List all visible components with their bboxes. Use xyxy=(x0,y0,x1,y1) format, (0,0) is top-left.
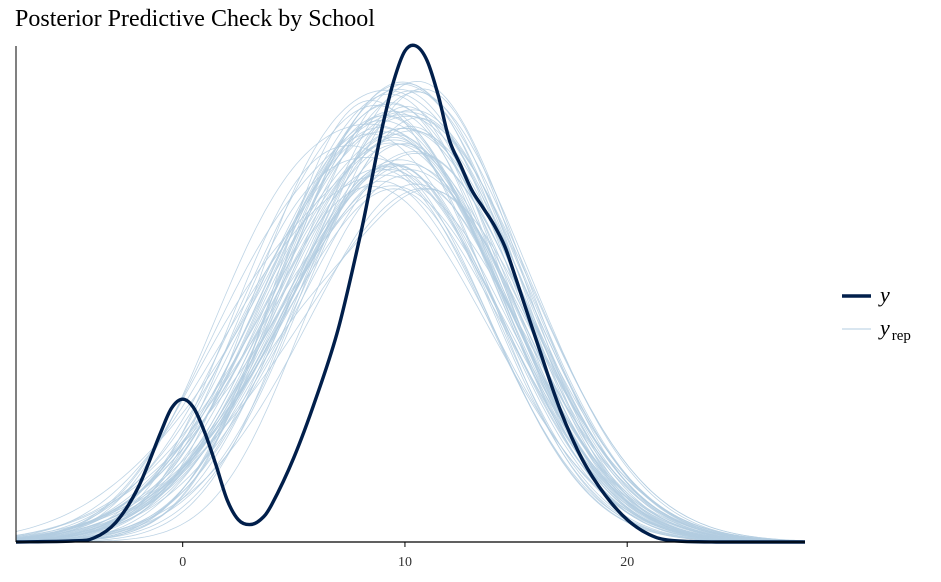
yrep-line xyxy=(16,88,803,543)
yrep-series-group xyxy=(15,80,803,543)
yrep-line xyxy=(15,151,803,542)
chart-title: Posterior Predictive Check by School xyxy=(15,6,375,32)
yrep-line xyxy=(15,127,803,542)
yrep-line xyxy=(15,88,803,543)
yrep-line xyxy=(15,90,803,542)
yrep-line xyxy=(15,163,803,543)
yrep-line xyxy=(15,134,803,543)
yrep-line xyxy=(15,166,803,543)
yrep-line xyxy=(15,168,803,543)
yrep-line xyxy=(16,188,803,543)
y-line xyxy=(15,43,805,544)
yrep-line xyxy=(15,187,803,542)
yrep-line xyxy=(15,89,803,542)
yrep-line xyxy=(15,174,803,542)
yrep-line xyxy=(15,114,803,542)
yrep-line xyxy=(16,188,803,543)
yrep-line xyxy=(15,111,803,542)
yrep-line xyxy=(15,159,803,542)
legend-label: y xyxy=(878,282,890,307)
x-axis-ticks: 0 10 20 xyxy=(179,542,634,570)
yrep-line xyxy=(15,185,803,542)
yrep-line xyxy=(15,91,803,543)
x-tick-label: 0 xyxy=(179,555,186,570)
legend: y y rep xyxy=(842,282,911,344)
yrep-line xyxy=(15,127,803,542)
yrep-line xyxy=(16,175,803,543)
yrep-line xyxy=(15,136,803,543)
yrep-line xyxy=(15,139,803,543)
y-series-group xyxy=(15,43,805,544)
yrep-line xyxy=(15,168,803,543)
yrep-line xyxy=(15,130,803,543)
x-tick-label: 20 xyxy=(620,555,634,570)
yrep-line xyxy=(15,109,803,542)
yrep-line xyxy=(15,123,803,542)
yrep-line xyxy=(16,125,803,543)
yrep-line xyxy=(15,117,803,543)
x-tick-label: 10 xyxy=(398,555,412,570)
yrep-line xyxy=(16,133,803,543)
yrep-line xyxy=(15,185,803,543)
yrep-line xyxy=(15,152,803,542)
legend-label: y rep xyxy=(878,315,911,344)
yrep-line xyxy=(15,126,803,542)
yrep-line xyxy=(15,168,803,543)
yrep-line xyxy=(15,102,803,543)
